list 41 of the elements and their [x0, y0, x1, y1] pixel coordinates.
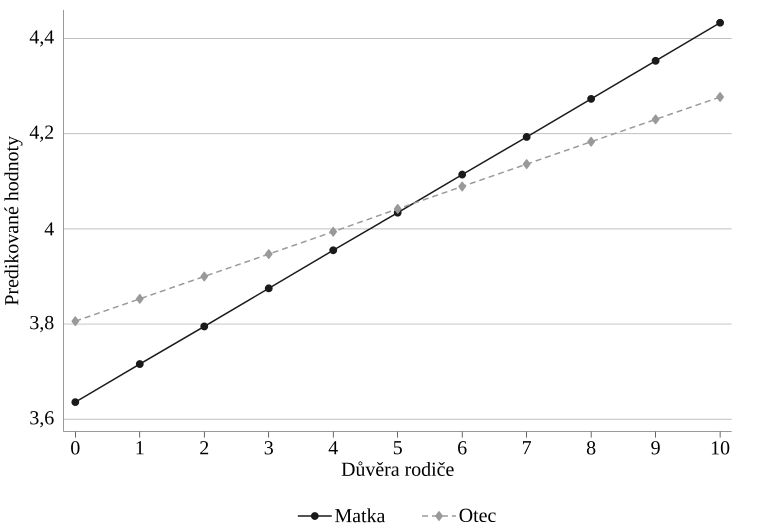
legend-label: Matka [335, 508, 386, 522]
point [522, 133, 531, 141]
x-tick-label: 10 [712, 441, 730, 454]
point [71, 316, 80, 326]
x-tick-label: 9 [651, 441, 660, 454]
point [136, 294, 144, 304]
point [716, 18, 724, 27]
x-tick-label: 7 [522, 441, 532, 454]
point [522, 159, 531, 169]
point [71, 398, 80, 406]
point [587, 136, 596, 147]
y-tick-label: 3,6 [30, 411, 54, 428]
x-tick-label: 4 [328, 441, 338, 454]
point [264, 249, 273, 259]
point [136, 360, 144, 368]
point [652, 56, 660, 65]
x-tick-label: 3 [264, 441, 273, 454]
y-axis-title: Predikované hodnoty [4, 136, 23, 305]
point [200, 271, 208, 282]
x-tick-label: 8 [586, 441, 596, 454]
x-tick-label: 2 [200, 441, 208, 454]
y-tick-label: 3,8 [30, 316, 54, 332]
point [458, 182, 466, 192]
point [652, 114, 660, 124]
point [394, 204, 402, 214]
x-tick-label: 5 [394, 441, 402, 454]
y-tick-label: 4,2 [30, 125, 54, 142]
y-tick-label: 4,4 [30, 30, 54, 46]
y-tick-label: 4 [44, 222, 54, 236]
legend-label: Otec [460, 508, 496, 522]
point [329, 226, 338, 237]
x-axis-title: Důvěra rodiče [342, 461, 454, 476]
x-tick-label: 1 [136, 441, 144, 454]
point [458, 170, 466, 178]
x-tick-label: 6 [458, 441, 467, 454]
point [716, 92, 724, 102]
point [200, 322, 208, 330]
point [329, 246, 338, 254]
x-tick-label: 0 [71, 441, 80, 454]
point [587, 94, 596, 103]
point [264, 284, 273, 292]
